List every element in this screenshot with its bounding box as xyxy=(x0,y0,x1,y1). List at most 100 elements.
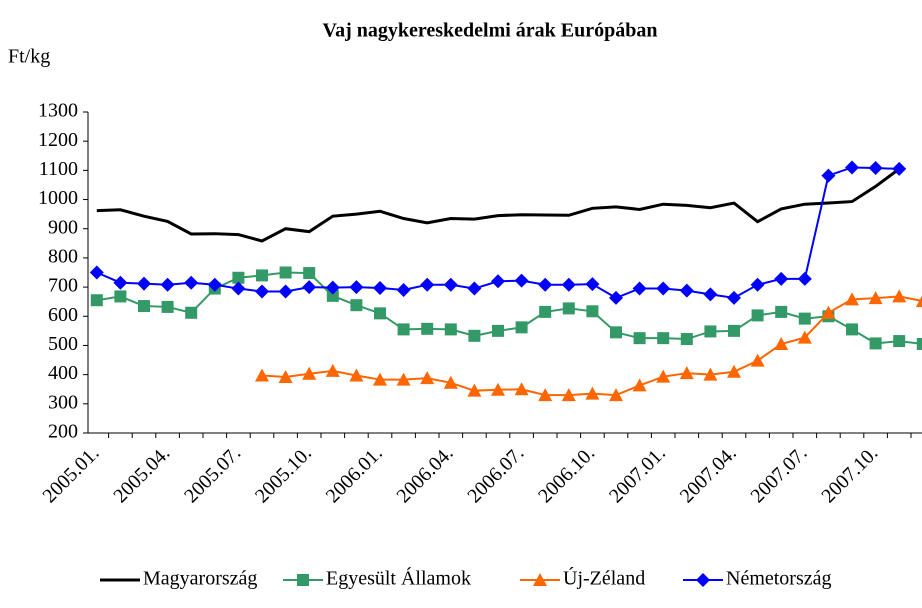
marker-diamond xyxy=(514,273,529,288)
x-tick-label: 2007.07. xyxy=(747,442,812,507)
marker-diamond xyxy=(113,275,128,290)
marker-triangle xyxy=(278,369,293,383)
marker-diamond xyxy=(656,281,671,296)
marker-square xyxy=(232,271,245,284)
y-tick-label: 1000 xyxy=(38,187,78,209)
marker-triangle xyxy=(656,369,671,383)
marker-square xyxy=(256,269,268,282)
x-tick-label: 2006.10. xyxy=(534,442,599,507)
marker-square xyxy=(586,305,599,318)
marker-diamond xyxy=(160,277,175,292)
marker-square xyxy=(421,322,434,335)
marker-triangle xyxy=(915,295,922,308)
marker-diamond xyxy=(703,287,718,302)
marker-square xyxy=(279,266,292,279)
marker-square xyxy=(657,332,670,345)
marker-triangle xyxy=(727,364,741,378)
marker-square xyxy=(610,326,622,339)
marker-diamond xyxy=(774,271,789,286)
marker-diamond xyxy=(868,161,883,176)
marker-diamond xyxy=(750,277,765,292)
x-tick-label: 2006.07. xyxy=(463,442,528,507)
x-tick-label: 2006.01. xyxy=(322,442,387,507)
marker-triangle xyxy=(325,363,340,377)
marker-triangle xyxy=(632,378,647,392)
marker-square xyxy=(138,300,150,313)
y-tick-label: 400 xyxy=(48,362,78,384)
legend: Magyarország Egyesült Államok Új-Zéland Ném… xyxy=(100,566,832,590)
marker-triangle xyxy=(533,573,547,586)
marker-diamond xyxy=(443,277,458,292)
legend-label: Egyesült Államok xyxy=(326,567,471,590)
marker-diamond xyxy=(231,281,246,296)
marker-diamond xyxy=(420,277,435,292)
marker-triangle xyxy=(491,382,505,396)
marker-diamond xyxy=(278,284,293,299)
legend-label: Új-Zéland xyxy=(563,566,645,590)
marker-diamond xyxy=(373,280,387,295)
marker-diamond xyxy=(89,265,104,280)
marker-square xyxy=(297,574,309,586)
marker-diamond xyxy=(325,280,340,295)
marker-diamond xyxy=(609,290,623,305)
marker-square xyxy=(397,323,410,336)
marker-triangle xyxy=(821,305,836,319)
marker-triangle xyxy=(609,388,623,402)
marker-square xyxy=(869,337,882,350)
marker-triangle xyxy=(561,388,576,402)
y-tick-label: 600 xyxy=(48,304,78,326)
marker-diamond xyxy=(538,277,553,292)
marker-square xyxy=(846,323,858,336)
marker-square xyxy=(633,332,646,345)
marker-square xyxy=(680,333,693,346)
marker-triangle xyxy=(396,372,411,386)
y-tick-label: 1300 xyxy=(38,100,78,122)
marker-triangle xyxy=(467,383,482,397)
marker-square xyxy=(350,299,363,312)
marker-square xyxy=(326,289,339,302)
marker-diamond xyxy=(727,290,741,305)
marker-square xyxy=(515,321,528,334)
marker-square xyxy=(468,329,481,342)
x-tick-label: 2005.04. xyxy=(109,442,174,507)
y-tick-label: 1200 xyxy=(38,129,78,151)
marker-triangle xyxy=(349,368,364,382)
marker-diamond xyxy=(255,284,269,299)
marker-triangle xyxy=(255,368,269,382)
marker-square xyxy=(798,312,811,325)
marker-diamond xyxy=(207,277,222,292)
marker-diamond xyxy=(396,283,411,298)
series-line xyxy=(96,167,901,243)
y-tick-label: 700 xyxy=(48,275,78,297)
marker-triangle xyxy=(750,353,765,367)
marker-square xyxy=(916,337,922,350)
marker-square xyxy=(704,325,717,338)
marker-square xyxy=(562,302,575,315)
legend-label: Magyarország xyxy=(143,568,257,590)
y-tick-label: 1100 xyxy=(39,158,78,180)
marker-triangle xyxy=(302,366,317,380)
marker-square xyxy=(751,309,764,322)
marker-square xyxy=(161,300,174,313)
marker-triangle xyxy=(538,388,553,402)
marker-square xyxy=(444,323,457,336)
marker-square xyxy=(303,267,316,280)
marker-diamond xyxy=(821,168,836,183)
marker-triangle xyxy=(373,372,387,386)
y-tick-label: 200 xyxy=(48,421,78,443)
y-tick-label: 500 xyxy=(48,333,78,355)
marker-diamond xyxy=(561,277,576,292)
marker-diamond xyxy=(585,277,600,292)
x-tick-label: 2006.04. xyxy=(393,442,458,507)
y-axis-label: Ft/kg xyxy=(8,46,50,68)
marker-diamond xyxy=(302,280,317,295)
marker-diamond xyxy=(467,281,482,296)
marker-triangle xyxy=(514,382,529,396)
y-tick-label: 800 xyxy=(48,246,78,268)
x-tick-label: 2007.01. xyxy=(605,442,670,507)
marker-square xyxy=(114,290,127,303)
x-tick-label: 2005.10. xyxy=(251,442,316,507)
marker-diamond xyxy=(137,276,151,291)
marker-triangle xyxy=(845,292,859,306)
